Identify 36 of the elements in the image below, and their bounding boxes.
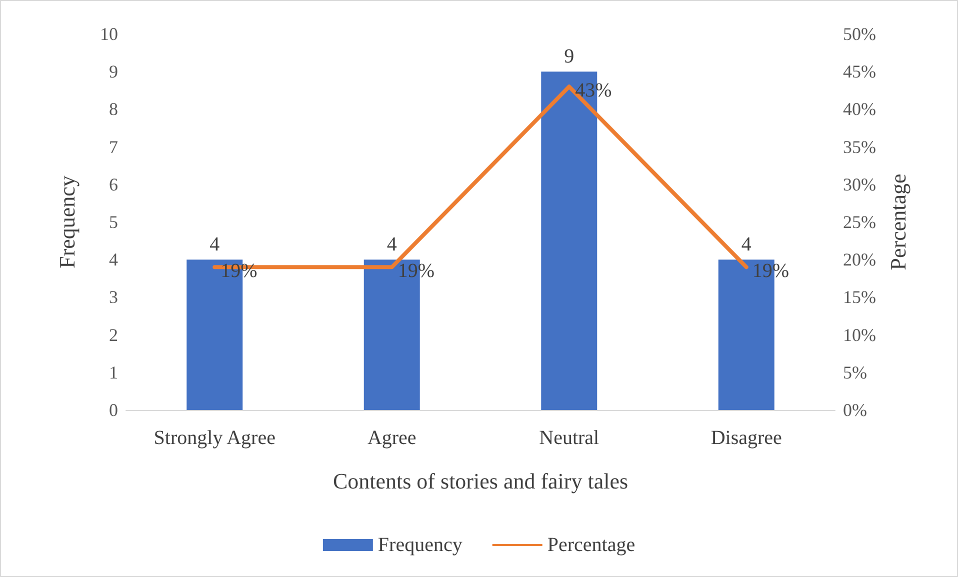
y2-tick-label: 20% bbox=[843, 250, 876, 270]
y-axis-title: Frequency bbox=[54, 176, 80, 268]
y2-tick-label: 15% bbox=[843, 287, 876, 308]
y2-tick-label: 30% bbox=[843, 174, 876, 194]
x-tick-label: Agree bbox=[367, 427, 416, 449]
y2-tick-label: 0% bbox=[843, 400, 867, 420]
data-label: 9 bbox=[564, 46, 574, 68]
y2-tick-label: 50% bbox=[843, 24, 876, 44]
y2-tick-label: 25% bbox=[843, 212, 876, 232]
y-tick-label: 6 bbox=[109, 174, 118, 194]
data-label: 19% bbox=[220, 260, 258, 282]
y2-tick-label: 40% bbox=[843, 99, 876, 120]
y-tick-label: 4 bbox=[109, 250, 118, 270]
y-tick-label: 0 bbox=[109, 400, 118, 420]
y-tick-label: 10 bbox=[100, 24, 118, 44]
x-tick-label: Strongly Agree bbox=[154, 427, 276, 449]
y2-tick-label: 45% bbox=[843, 62, 876, 82]
y-tick-label: 2 bbox=[109, 324, 118, 345]
x-axis-title: Contents of stories and fairy tales bbox=[332, 468, 628, 494]
data-label: 4 bbox=[741, 234, 752, 256]
data-label: 4 bbox=[386, 234, 397, 256]
data-label: 4 bbox=[210, 234, 220, 256]
y-tick-label: 9 bbox=[109, 62, 118, 82]
y2-tick-label: 10% bbox=[843, 324, 876, 345]
y-tick-label: 3 bbox=[109, 287, 118, 308]
y2-tick-label: 5% bbox=[843, 362, 867, 382]
y2-axis-title: Percentage bbox=[885, 174, 910, 270]
y-tick-label: 1 bbox=[109, 362, 118, 382]
y-tick-label: 7 bbox=[109, 136, 118, 157]
x-tick-label: Disagree bbox=[710, 427, 782, 449]
legend-label: Frequency bbox=[378, 534, 462, 556]
y-tick-label: 8 bbox=[109, 99, 118, 120]
legend-label: Percentage bbox=[547, 534, 636, 556]
y-tick-label: 5 bbox=[109, 212, 118, 232]
x-tick-label: Neutral bbox=[539, 427, 600, 449]
y2-tick-label: 35% bbox=[843, 136, 876, 157]
